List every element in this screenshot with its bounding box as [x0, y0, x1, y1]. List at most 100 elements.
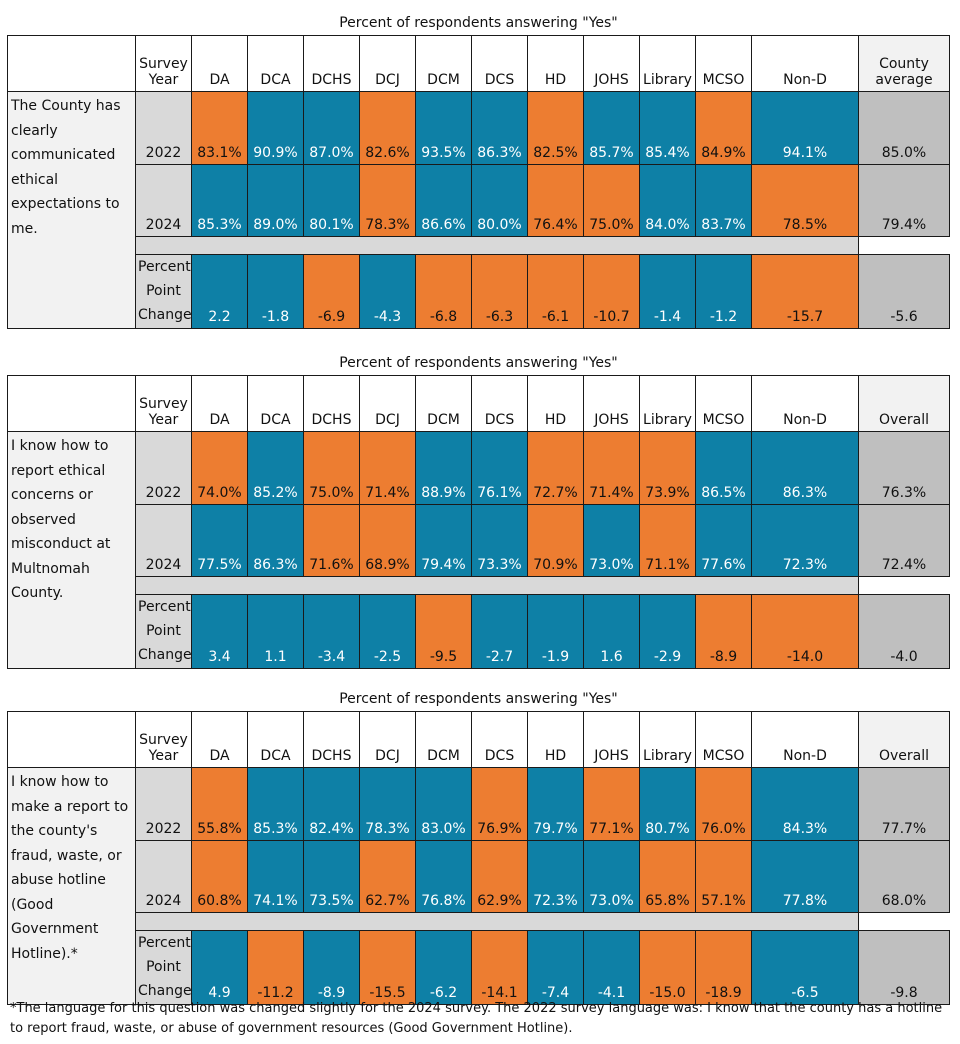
blank-corner-cell	[7, 375, 136, 432]
year-row: 2024 60.8% 74.1% 73.5% 62.7% 76.8% 62.9% 72.3% 7…	[8, 840, 950, 913]
percent-cell: 76.9%	[471, 767, 528, 841]
percent-cell: 83.1%	[191, 91, 248, 165]
average-cell: 77.7%	[858, 767, 950, 841]
average-column-header: Overall	[858, 711, 950, 768]
spacer-row	[8, 236, 950, 255]
change-row: PercentagePointChange4.9-11.2-8.9-15.5-6…	[8, 930, 950, 1005]
change-cell: -8.9	[303, 930, 360, 1005]
column-header: DCS	[471, 711, 528, 768]
percent-cell: 70.9%	[527, 504, 584, 577]
column-header: DCHS	[303, 375, 360, 432]
percent-cell: 84.0%	[639, 164, 696, 237]
percent-cell: 73.0%	[583, 504, 640, 577]
survey-year-header: Survey Year	[135, 375, 192, 432]
change-cell: -18.9	[695, 930, 752, 1005]
spacer-cell	[135, 576, 859, 595]
column-header: DCM	[415, 35, 472, 92]
column-header: DCA	[247, 35, 304, 92]
label-line: Point	[146, 283, 181, 299]
column-header: HD	[527, 35, 584, 92]
average-column-header: Overall	[858, 375, 950, 432]
column-header: DCM	[415, 375, 472, 432]
column-header: DCA	[247, 711, 304, 768]
column-header: DCHS	[303, 35, 360, 92]
percent-cell: 88.9%	[415, 431, 472, 505]
change-cell: -6.5	[751, 930, 859, 1005]
percent-cell: 78.3%	[359, 164, 416, 237]
column-header: DCS	[471, 35, 528, 92]
survey-table: Survey Year DA DCA DCHS DCJ DCM DCS HD JOHS Libra…	[7, 375, 950, 669]
change-cell: 1.1	[247, 594, 304, 669]
percent-cell: 82.4%	[303, 767, 360, 841]
survey-year-cell: 2024	[135, 504, 192, 577]
average-column-header: County average	[858, 35, 950, 92]
percent-cell: 86.3%	[247, 504, 304, 577]
percent-cell: 76.0%	[695, 767, 752, 841]
average-cell: 79.4%	[858, 164, 950, 237]
change-cell: -3.4	[303, 594, 360, 669]
change-cell: -6.9	[303, 254, 360, 329]
percent-cell: 76.8%	[415, 840, 472, 913]
label-line: Percentage	[138, 259, 191, 275]
percent-cell: 55.8%	[191, 767, 248, 841]
average-cell: 68.0%	[858, 840, 950, 913]
percent-cell: 77.1%	[583, 767, 640, 841]
column-header: HD	[527, 375, 584, 432]
percent-cell: 73.9%	[639, 431, 696, 505]
change-cell: -7.4	[527, 930, 584, 1005]
label-line: Percentage	[138, 599, 191, 615]
change-cell: 4.9	[191, 930, 248, 1005]
change-cell: -14.1	[471, 930, 528, 1005]
year-row: 2024 85.3% 89.0% 80.1% 78.3% 86.6% 80.0% 76.4% 7…	[8, 164, 950, 237]
change-cell: -6.8	[415, 254, 472, 329]
label-line: Change	[138, 647, 192, 663]
change-cell: -6.3	[471, 254, 528, 329]
change-row: Percentage Point Change2.2-1.8-6.9-4.3-6.8…	[8, 254, 950, 329]
change-cell: -1.8	[247, 254, 304, 329]
table-caption: Percent of respondents answering "Yes"	[339, 355, 618, 371]
footnote: *The language for this question was chan…	[10, 1001, 943, 1036]
column-header: DCS	[471, 375, 528, 432]
percent-cell: 89.0%	[247, 164, 304, 237]
average-change-cell: -9.8	[858, 930, 950, 1005]
percent-cell: 72.3%	[527, 840, 584, 913]
year-row: The County has clearly communicated ethi…	[7, 91, 950, 329]
percent-cell: 86.6%	[415, 164, 472, 237]
percent-cell: 74.1%	[247, 840, 304, 913]
change-cell: -1.2	[695, 254, 752, 329]
survey-year-header: Survey Year	[135, 35, 192, 92]
column-header: DA	[191, 711, 248, 768]
percent-cell: 73.0%	[583, 840, 640, 913]
column-header: DCJ	[359, 711, 416, 768]
percent-cell: 90.9%	[247, 91, 304, 165]
percent-cell: 78.3%	[359, 767, 416, 841]
average-cell: 76.3%	[858, 431, 950, 505]
column-header: DCM	[415, 711, 472, 768]
average-change-cell: -4.0	[858, 594, 950, 669]
percent-cell: 73.5%	[303, 840, 360, 913]
percent-cell: 79.7%	[527, 767, 584, 841]
change-cell: 1.6	[583, 594, 640, 669]
label-line: Point	[146, 959, 181, 975]
column-header: DCHS	[303, 711, 360, 768]
percent-cell: 73.3%	[471, 504, 528, 577]
change-cell: 2.2	[191, 254, 248, 329]
survey-year-cell: 2022	[135, 91, 192, 165]
percent-cell: 57.1%	[695, 840, 752, 913]
column-header: Library	[639, 35, 696, 92]
percent-cell: 83.0%	[415, 767, 472, 841]
percent-cell: 76.4%	[527, 164, 584, 237]
column-header: Non-D	[751, 711, 859, 768]
label-line: Change	[138, 307, 192, 323]
percentage-point-change-label: Percentage Point Change	[135, 594, 192, 669]
change-row: PercentagePointChange3.41.1-3.4-2.5-9.5-…	[8, 594, 950, 669]
change-cell: -2.9	[639, 594, 696, 669]
percent-cell: 79.4%	[415, 504, 472, 577]
blank-corner-cell	[7, 711, 136, 768]
change-cell: 3.4	[191, 594, 248, 669]
spacer-cell	[135, 912, 859, 931]
percent-cell: 78.5%	[751, 164, 859, 237]
change-cell: -15.0	[639, 930, 696, 1005]
question-text: I know how to report ethical concerns or…	[7, 431, 136, 669]
column-header: Non-D	[751, 375, 859, 432]
